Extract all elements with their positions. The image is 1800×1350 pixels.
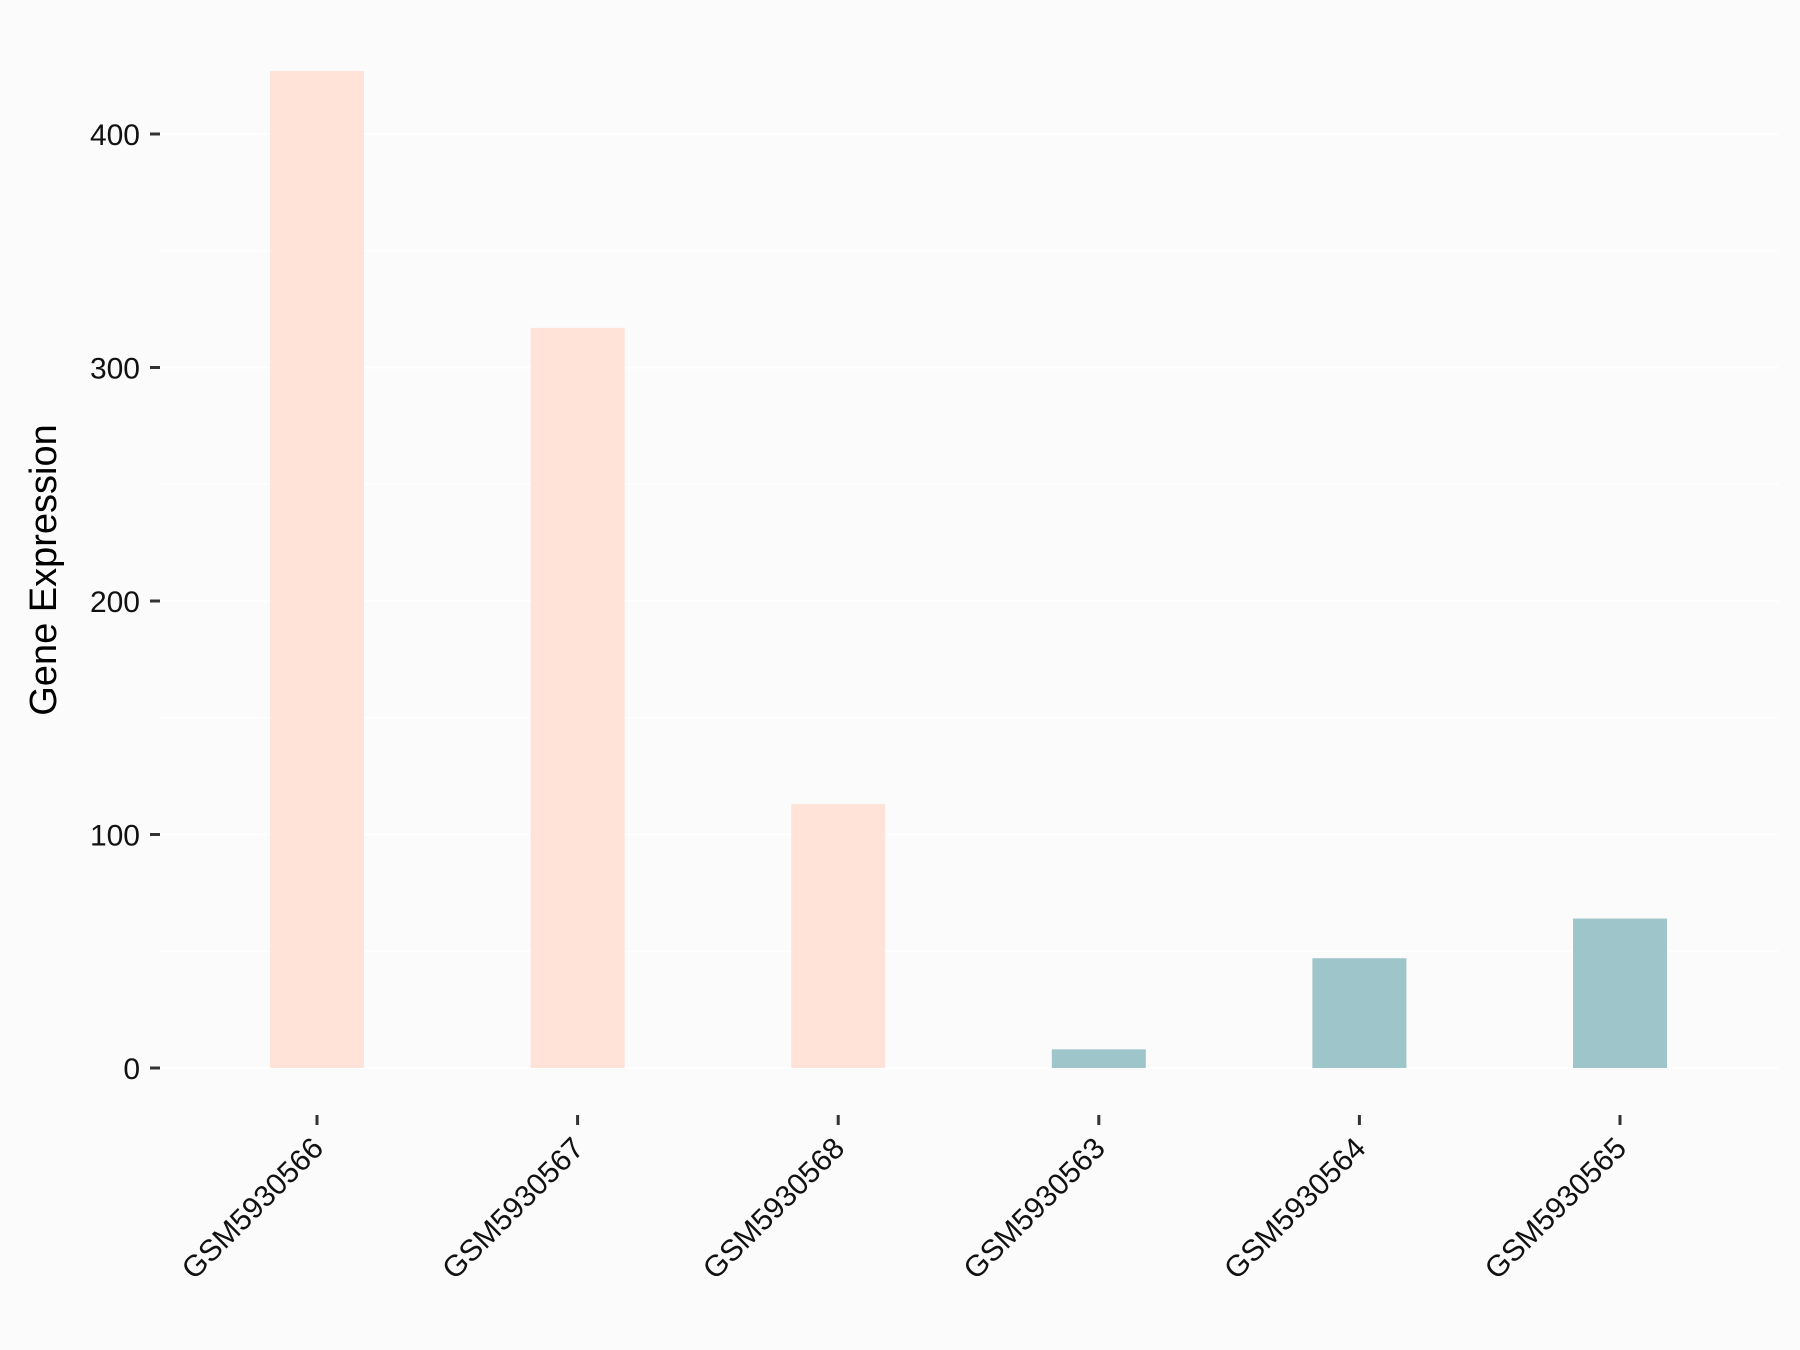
gridlines xyxy=(160,133,1778,1069)
x-axis: GSM5930566 GSM5930567 GSM5930568 GSM5930563… xyxy=(176,1115,1633,1286)
x-tick-label: GSM5930564 xyxy=(1218,1132,1372,1286)
y-tick-label: 400 xyxy=(90,119,140,152)
x-tick-label: GSM5930563 xyxy=(958,1132,1112,1286)
bar-GSM5930566 xyxy=(270,70,364,1068)
x-tick-label: GSM5930567 xyxy=(436,1132,590,1286)
y-tick-label: 0 xyxy=(123,1053,140,1086)
y-tick-label: 100 xyxy=(90,820,140,853)
bars xyxy=(270,70,1667,1068)
bar-GSM5930563 xyxy=(1051,1049,1146,1068)
bar-GSM5930567 xyxy=(530,327,625,1068)
y-axis-title: Gene Expression xyxy=(23,424,65,716)
x-tick-label: GSM5930568 xyxy=(697,1132,851,1286)
y-tick-label: 200 xyxy=(90,586,140,619)
x-tick-label: GSM5930565 xyxy=(1479,1132,1633,1286)
y-axis: 0 100 200 300 400 xyxy=(90,119,160,1086)
y-tick-label: 300 xyxy=(90,353,140,386)
x-tick-label: GSM5930566 xyxy=(176,1132,330,1286)
bar-GSM5930565 xyxy=(1573,918,1667,1068)
bar-GSM5930568 xyxy=(791,804,886,1068)
bar-GSM5930564 xyxy=(1312,958,1407,1068)
